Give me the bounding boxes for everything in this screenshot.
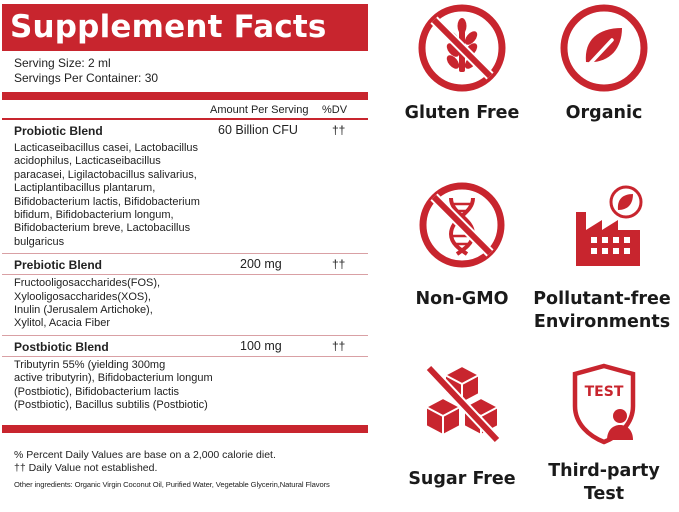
blend-amount: 200 mg bbox=[240, 257, 282, 272]
other-ingredients: Other ingredients: Organic Virgin Coconu… bbox=[14, 479, 330, 489]
badge-test-text: TEST bbox=[585, 384, 624, 400]
prebiotic-blend: Prebiotic Blend 200 mg †† Fructooligosac… bbox=[2, 254, 368, 335]
badge-label-line-2: Environments bbox=[533, 312, 671, 332]
blend-dv: †† bbox=[332, 338, 346, 353]
blend-header: Prebiotic Blend 200 mg †† bbox=[2, 254, 368, 274]
ingredient-line: Bifidobacterium lactis, Bifidobacterium bbox=[14, 195, 200, 208]
divider bbox=[2, 334, 368, 336]
ingredient-line: Xylooligosaccharides(XOS), bbox=[14, 290, 151, 303]
blend-amount: 100 mg bbox=[240, 338, 282, 353]
dna-crossed-icon bbox=[419, 182, 505, 268]
badge-third-party-test: TEST Third-party Test bbox=[536, 360, 672, 506]
amount-per-serving-header: Amount Per Serving bbox=[210, 104, 309, 116]
badge-gluten-free: Gluten Free bbox=[393, 2, 531, 125]
dv-header: %DV bbox=[322, 104, 348, 116]
footnote-dv: % Percent Daily Values are base on a 2,0… bbox=[14, 448, 276, 461]
ingredient-line: Fructooligosaccharides(FOS), bbox=[14, 277, 161, 290]
blend-ingredients: Fructooligosaccharides(FOS), Xylooligosa… bbox=[2, 275, 368, 335]
ingredient-line: Lacticaseibacillus casei, Lactobacillus bbox=[14, 142, 199, 154]
servings-per-container: Servings Per Container: 30 bbox=[14, 71, 159, 85]
wheat-crossed-icon bbox=[418, 4, 506, 92]
shield-test-icon: TEST bbox=[572, 363, 636, 445]
ingredient-line: bulgaricus bbox=[14, 235, 65, 248]
ingredient-line: (Postbiotic), Bacillus subtilis (Postbio… bbox=[14, 399, 208, 412]
footer-divider bbox=[2, 424, 368, 433]
divider bbox=[2, 355, 368, 357]
blend-dv: †† bbox=[332, 257, 346, 272]
badge-label: Sugar Free bbox=[408, 469, 516, 489]
badge-organic: Organic bbox=[540, 2, 668, 125]
ingredient-line: (Postbiotic), Bifidobacterium lactis bbox=[14, 385, 180, 398]
header-divider bbox=[2, 92, 368, 100]
serving-size: Serving Size: 2 ml bbox=[14, 56, 111, 70]
badge-label-line-2: Test bbox=[583, 484, 625, 504]
serving-info: Serving Size: 2 ml Servings Per Containe… bbox=[2, 56, 368, 86]
ingredient-line: acidophilus, Lacticaseibacillus bbox=[14, 155, 161, 168]
divider bbox=[2, 118, 368, 120]
badge-label-line-1: Third-party bbox=[548, 461, 660, 481]
blend-header: Probiotic Blend 60 Billion CFU †† bbox=[2, 120, 368, 140]
blend-dv: †† bbox=[332, 123, 346, 137]
blend-header: Postbiotic Blend 100 mg †† bbox=[2, 336, 368, 356]
ingredient-line: active tributyrin), Bifidobacterium long… bbox=[14, 372, 213, 385]
ingredient-line: Tributyrin 55% (yielding 300mg bbox=[14, 358, 166, 371]
postbiotic-blend: Postbiotic Blend 100 mg †† Tributyrin 55… bbox=[2, 336, 368, 417]
badge-label: Organic bbox=[565, 103, 643, 123]
badge-pollutant-free: Pollutant-free Environments bbox=[526, 182, 678, 334]
ingredient-line: paracasei, Ligilactobacillus salivarius, bbox=[14, 168, 197, 181]
badge-non-gmo: Non-GMO bbox=[393, 180, 531, 311]
ingredient-line: Xylitol, Acacia Fiber bbox=[14, 317, 110, 330]
badge-label: Gluten Free bbox=[404, 103, 520, 123]
facts-title: Supplement Facts bbox=[2, 4, 368, 51]
blend-name: Prebiotic Blend bbox=[14, 258, 103, 273]
ingredient-line: bifidum, Bifidobacterium longum, bbox=[14, 209, 174, 222]
badge-label: Non-GMO bbox=[415, 289, 509, 309]
blend-name: Postbiotic Blend bbox=[14, 339, 109, 354]
footnote-not-established: †† Daily Value not established. bbox=[14, 461, 158, 474]
ingredient-line: Bifidobacterium breve, Lactobacillus bbox=[14, 222, 191, 235]
ingredient-line: Lactiplantibacillus plantarum, bbox=[14, 182, 156, 195]
blend-ingredients: Lacticaseibacillus casei, Lactobacillus … bbox=[2, 140, 368, 253]
supplement-facts-panel: Supplement Facts Serving Size: 2 ml Serv… bbox=[2, 4, 368, 510]
divider bbox=[2, 274, 368, 276]
blend-name: Probiotic Blend bbox=[14, 124, 103, 138]
sugar-cubes-crossed-icon bbox=[425, 364, 501, 444]
leaf-icon bbox=[560, 4, 648, 92]
column-headers: Amount Per Serving %DV bbox=[2, 100, 368, 118]
footnotes: % Percent Daily Values are base on a 2,0… bbox=[2, 449, 368, 475]
badge-sugar-free: Sugar Free bbox=[393, 358, 531, 491]
factory-leaf-icon bbox=[576, 185, 643, 266]
blend-ingredients: Tributyrin 55% (yielding 300mg active tr… bbox=[2, 357, 368, 417]
badge-label-line-1: Pollutant-free bbox=[533, 289, 671, 309]
probiotic-blend: Probiotic Blend 60 Billion CFU †† Lactic… bbox=[2, 120, 368, 253]
ingredient-line: Inulin (Jerusalem Artichoke), bbox=[14, 304, 153, 317]
divider bbox=[2, 253, 368, 255]
blend-amount: 60 Billion CFU bbox=[218, 123, 298, 137]
